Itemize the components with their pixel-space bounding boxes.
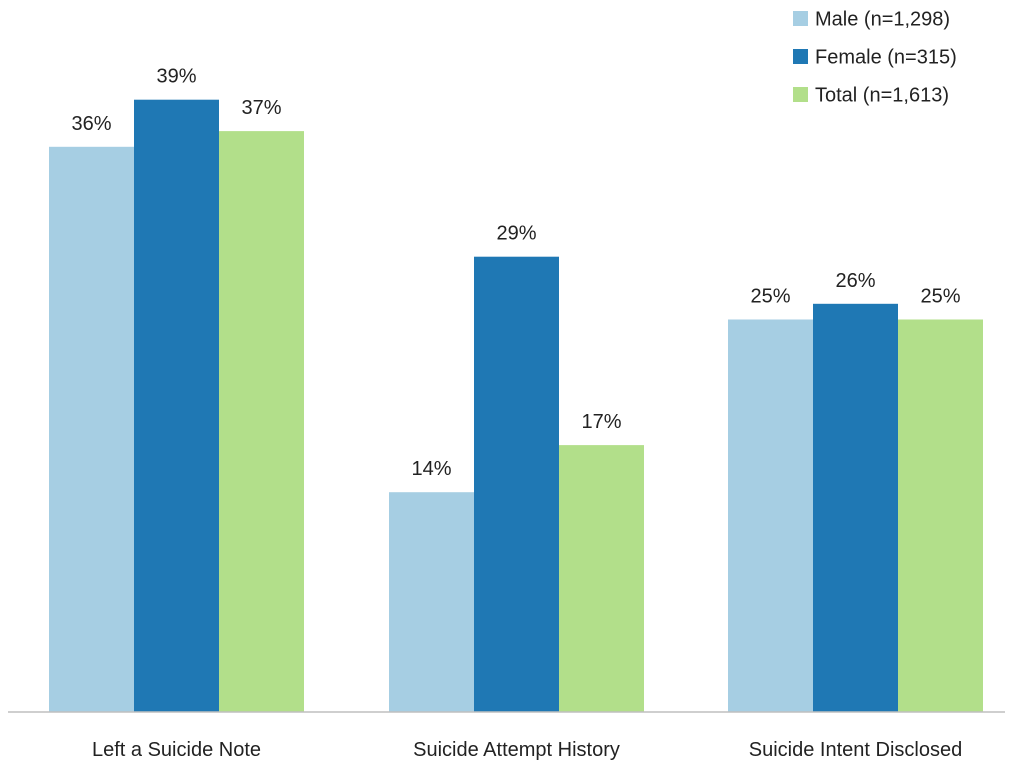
legend: Male (n=1,298) Female (n=315) Total (n=1,6… [793,9,957,107]
bar-left-a-suicide-note-male [49,146,134,713]
data-label: 29% [496,223,536,245]
category-label: Left a Suicide Note [92,739,261,761]
category-label: Suicide Intent Disclosed [749,739,962,761]
bars-layer [49,99,983,713]
bar-suicide-intent-disclosed-female [813,303,898,712]
legend-swatch [793,87,808,102]
legend-swatch [793,49,808,64]
data-label: 39% [156,66,196,88]
data-label: 37% [241,97,281,119]
data-label: 17% [581,411,621,433]
bar-suicide-intent-disclosed-total [898,319,983,712]
data-labels-layer: 36% 39% 37% 14% 29% 17% 25% 26% 25% [71,66,960,481]
legend-label: Total (n=1,613) [815,85,949,107]
data-label: 25% [750,286,790,308]
legend-label: Female (n=315) [815,47,957,69]
category-label: Suicide Attempt History [413,739,620,761]
data-label: 14% [411,458,451,480]
bar-suicide-intent-disclosed-male [728,319,813,712]
bar-suicide-attempt-history-female [474,256,559,712]
bar-left-a-suicide-note-total [219,131,304,713]
bar-left-a-suicide-note-female [134,99,219,712]
legend-swatch [793,11,808,26]
data-label: 25% [920,286,960,308]
category-labels-layer: Left a Suicide Note Suicide Attempt Histo… [92,739,962,761]
legend-label: Male (n=1,298) [815,9,950,31]
data-label: 26% [835,270,875,292]
bar-suicide-attempt-history-male [389,492,474,712]
bar-suicide-attempt-history-total [559,445,644,712]
data-label: 36% [71,113,111,135]
